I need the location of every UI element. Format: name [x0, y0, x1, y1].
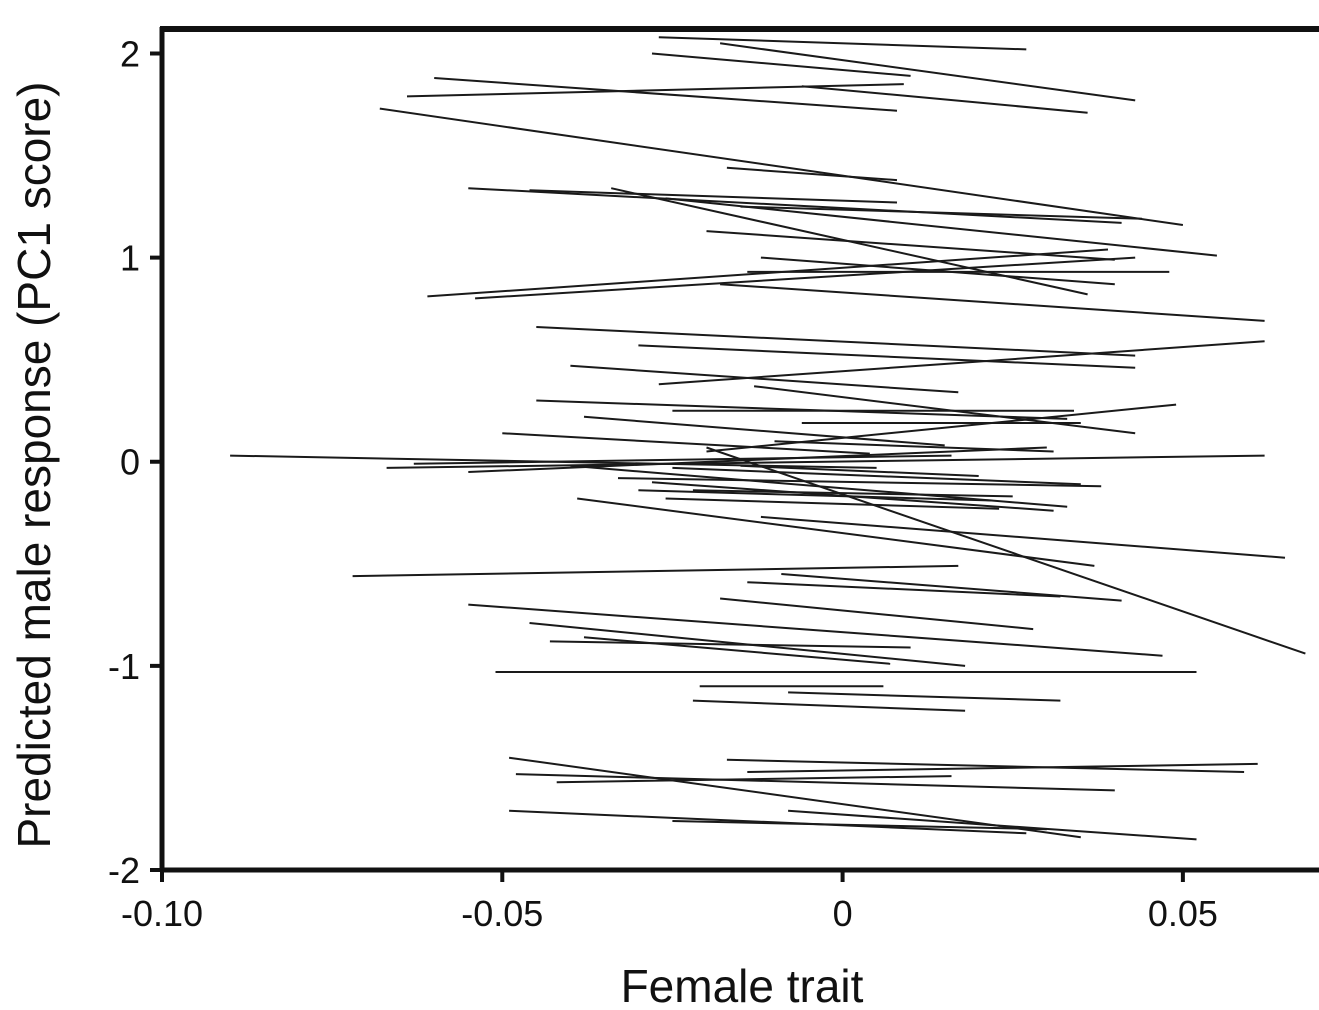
- series-line-62: [515, 773, 1115, 792]
- series-line-64: [509, 809, 1027, 835]
- series-line-3: [651, 52, 911, 77]
- series-line-36: [672, 466, 1081, 486]
- series-line-37: [706, 403, 1177, 453]
- series-line-32: [413, 454, 952, 465]
- series-line-42: [692, 489, 1013, 498]
- series-line-46: [760, 515, 1286, 559]
- series-line-29: [502, 432, 870, 455]
- series-line-66: [672, 820, 1047, 831]
- series-line-6: [406, 83, 904, 98]
- series-line-5: [434, 77, 898, 112]
- series-line-58: [692, 699, 966, 712]
- series-line-14: [740, 205, 1143, 220]
- y-tick-label: 0: [120, 442, 140, 483]
- y-axis-ticks: 2 1 0 -1 -2: [108, 33, 162, 891]
- series-line-21: [638, 344, 1136, 369]
- series-line-28: [583, 415, 945, 447]
- x-tick-label: -0.05: [461, 893, 543, 934]
- series-line-39: [706, 446, 1306, 655]
- series-line-7: [379, 107, 1184, 226]
- series-line-50: [720, 597, 1034, 631]
- series-line-17: [475, 256, 1136, 300]
- segments-layer: [230, 36, 1306, 841]
- series-line-47: [352, 564, 959, 578]
- series-line-1: [658, 36, 1027, 51]
- series-line-61: [747, 762, 1258, 773]
- series-line-33: [468, 446, 1047, 473]
- x-tick-label: 0.05: [1148, 893, 1218, 934]
- series-line-48: [781, 573, 1122, 602]
- series-line-4: [801, 85, 1088, 114]
- series-line-54: [583, 636, 891, 665]
- series-line-44: [617, 477, 1102, 488]
- series-line-9: [468, 187, 1122, 224]
- series-line-40: [774, 440, 1054, 453]
- series-line-63: [556, 775, 952, 784]
- x-axis-ticks: -0.10 -0.05 0 0.05: [121, 870, 1218, 934]
- series-line-38: [740, 464, 979, 477]
- y-axis-title: Predicted male response (PC1 score): [8, 82, 60, 849]
- series-line-57: [788, 691, 1061, 702]
- series-line-22: [658, 340, 1265, 386]
- series-line-49: [747, 581, 1061, 598]
- series-line-45: [577, 497, 1095, 567]
- series-line-41: [665, 497, 1000, 510]
- plot-frame: [159, 26, 1319, 873]
- y-tick-label: 1: [120, 238, 140, 279]
- series-line-2: [719, 42, 1136, 102]
- y-tick-label: 2: [120, 33, 140, 74]
- y-tick-label: -1: [108, 646, 140, 687]
- series-line-16: [427, 248, 1109, 298]
- series-line-13: [706, 230, 1115, 261]
- series-line-60: [726, 758, 1245, 773]
- x-tick-label: 0: [833, 893, 853, 934]
- x-tick-label: -0.10: [121, 893, 203, 934]
- series-line-53: [549, 640, 911, 649]
- series-line-20: [536, 326, 1136, 357]
- series-line-19: [720, 283, 1265, 322]
- x-axis-title: Female trait: [621, 960, 864, 1010]
- series-line-31: [386, 454, 1265, 469]
- series-line-23: [570, 364, 959, 394]
- series-line-35: [638, 489, 993, 502]
- series-line-43: [651, 481, 1054, 512]
- series-line-10: [529, 189, 898, 204]
- series-line-8: [726, 166, 898, 182]
- series-line-65: [788, 809, 1197, 841]
- y-tick-label: -2: [108, 850, 140, 891]
- series-line-51: [468, 603, 1163, 657]
